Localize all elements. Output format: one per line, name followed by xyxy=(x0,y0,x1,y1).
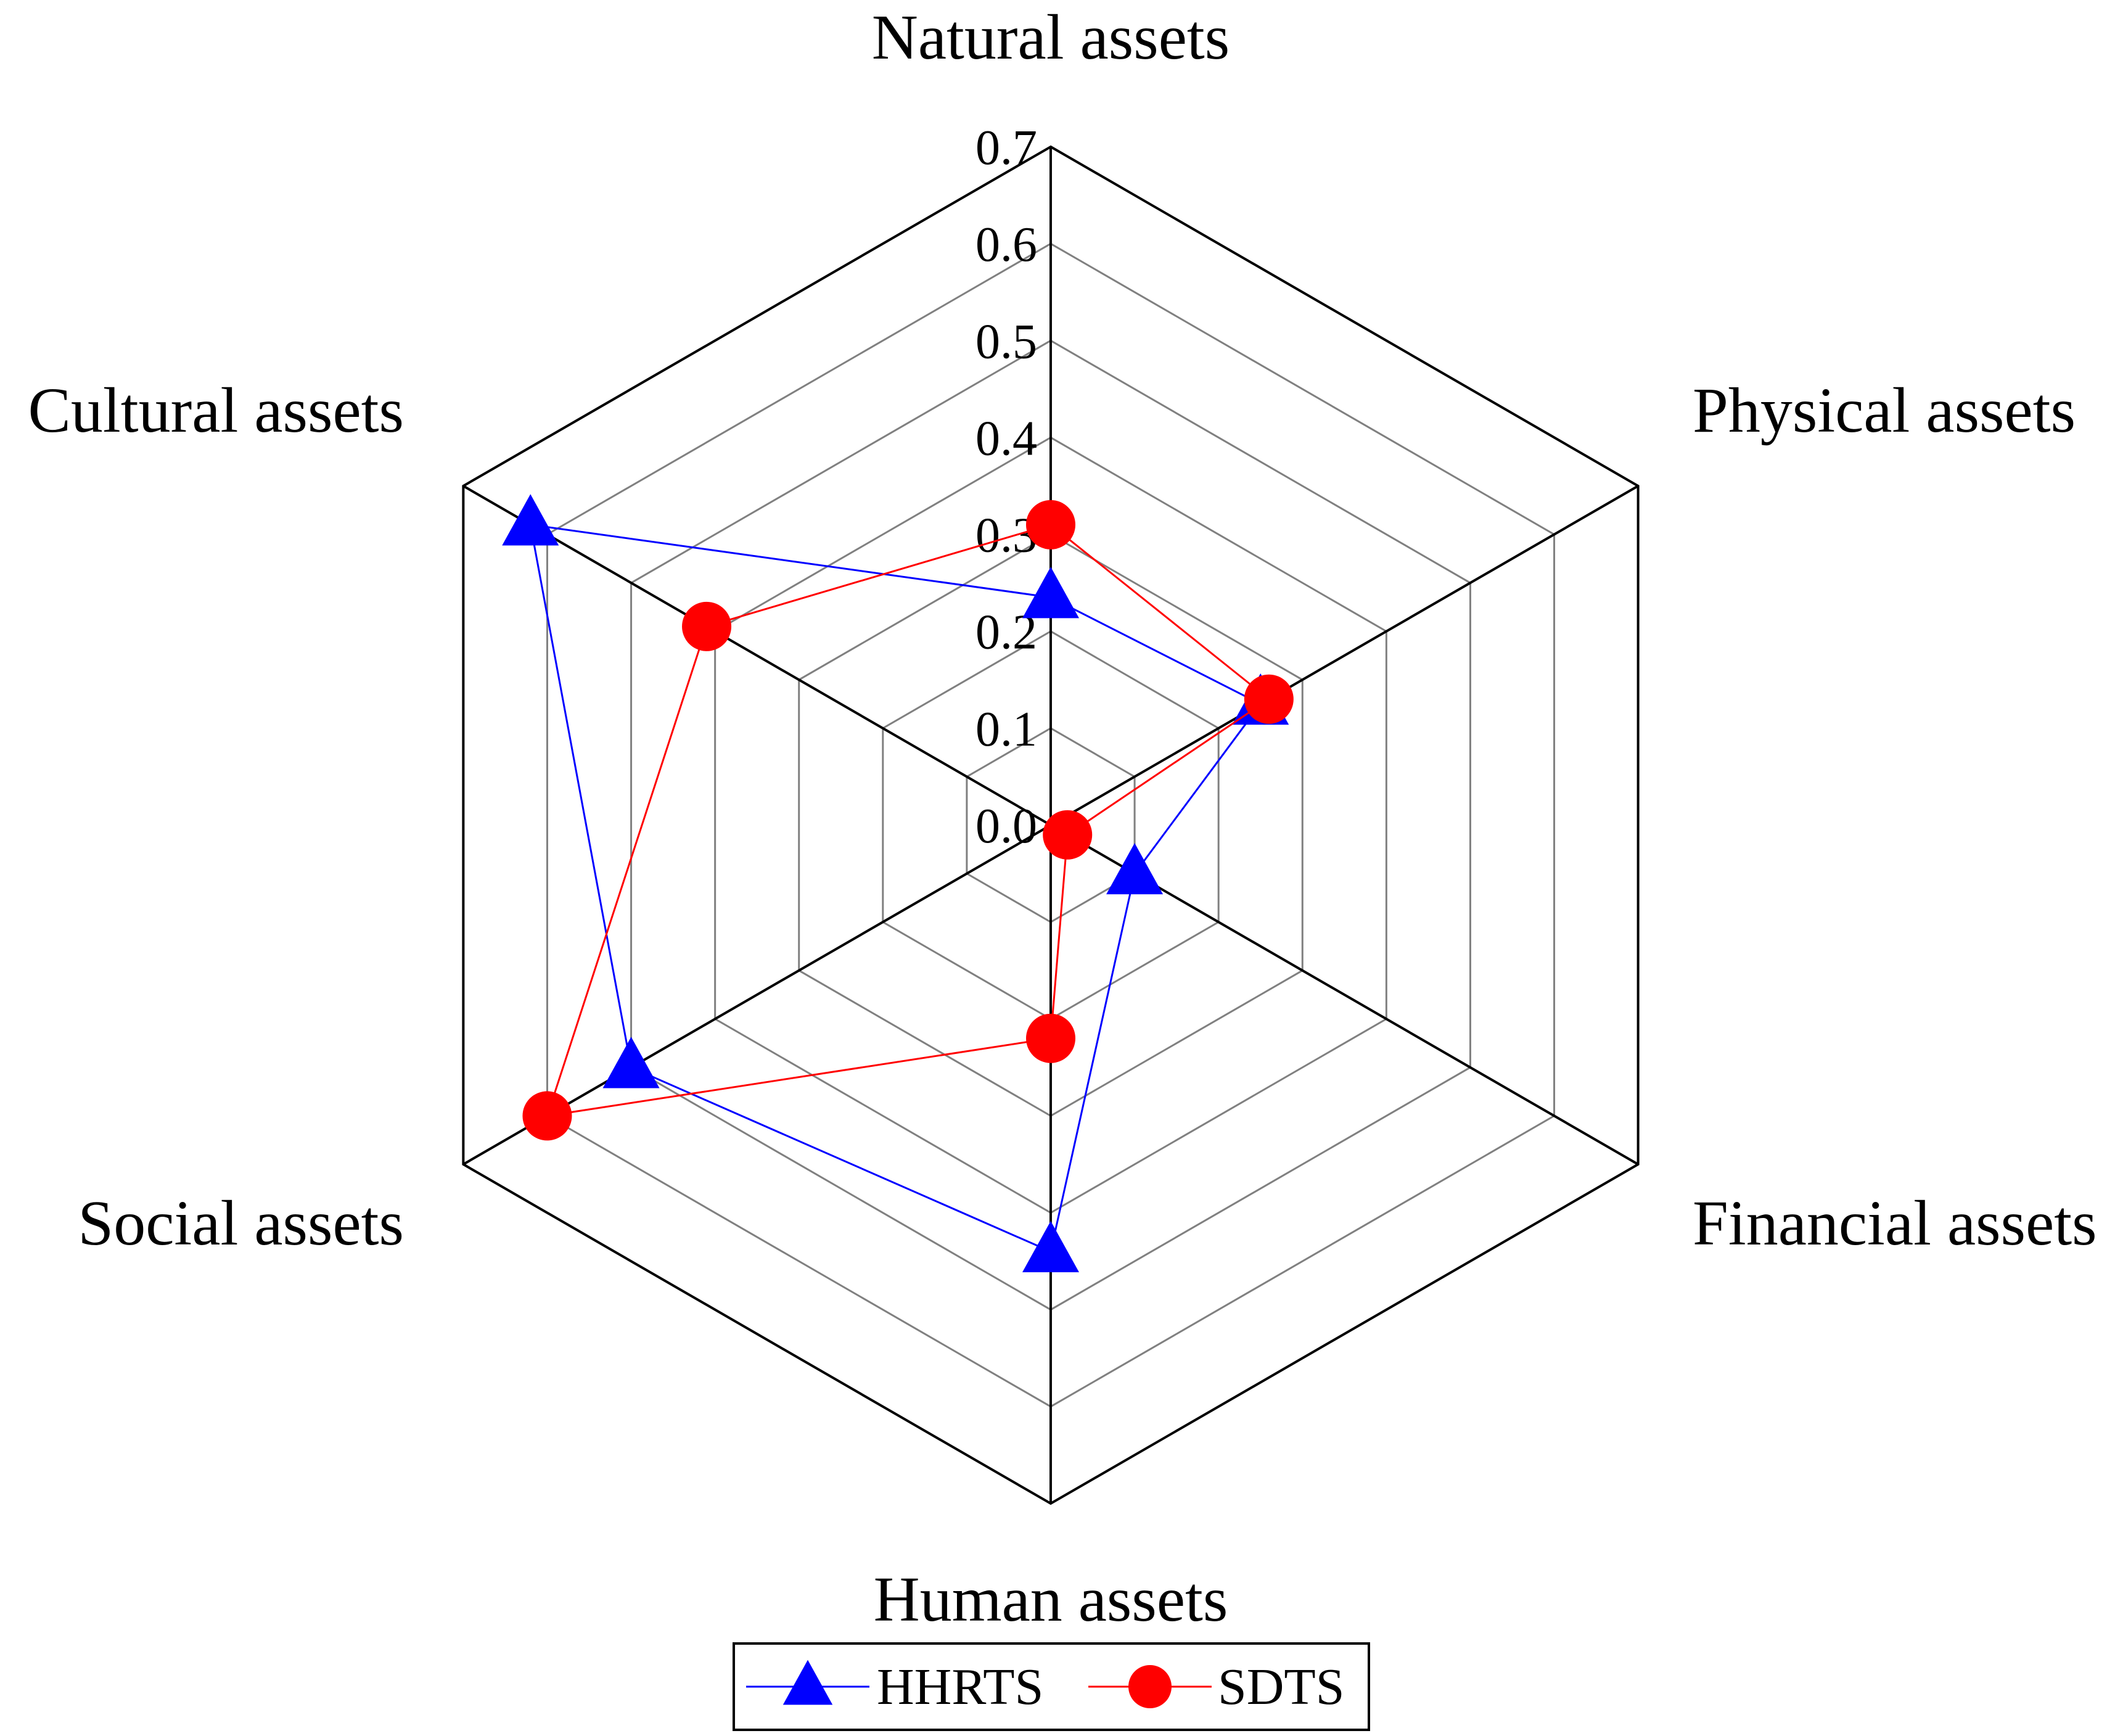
circle-marker-icon xyxy=(1128,1665,1172,1708)
axis-line-physical-assets xyxy=(1049,485,1639,826)
data-point-hhrts-natural-assets xyxy=(1022,567,1079,619)
data-point-hhrts-cultural-assets xyxy=(502,494,559,546)
data-point-sdts-human-assets xyxy=(1026,1013,1075,1063)
data-point-sdts-financial-assets xyxy=(1043,810,1093,860)
axis-label-human-assets: Human assets xyxy=(874,1564,1228,1635)
legend-label-hhrts: HHRTS xyxy=(877,1658,1043,1716)
axis-line-cultural-assets xyxy=(462,485,1052,826)
axis-label-natural-assets: Natural assets xyxy=(872,2,1230,73)
data-point-sdts-cultural-assets xyxy=(682,601,732,651)
axis-label-cultural-assets: Cultural assets xyxy=(28,375,404,446)
data-point-hhrts-social-assets xyxy=(602,1037,660,1088)
tick-labels: 0.00.10.20.30.40.50.60.7 xyxy=(975,121,1037,854)
data-point-hhrts-human-assets xyxy=(1022,1220,1079,1273)
axis-label-social-assets: Social assets xyxy=(78,1188,404,1259)
axis-labels: Natural assets Physical assets Financial a… xyxy=(28,2,2097,1635)
data-series xyxy=(502,494,1294,1273)
tick-label: 0.1 xyxy=(975,702,1037,757)
data-point-sdts-social-assets xyxy=(522,1091,572,1141)
data-point-sdts-natural-assets xyxy=(1026,500,1075,549)
legend: HHRTS SDTS xyxy=(733,1642,1370,1731)
data-point-hhrts-financial-assets xyxy=(1106,842,1164,895)
axis-label-financial-assets: Financial assets xyxy=(1693,1188,2097,1259)
tick-label: 0.3 xyxy=(975,509,1037,563)
tick-label: 0.0 xyxy=(975,799,1037,854)
legend-label-sdts: SDTS xyxy=(1218,1658,1344,1716)
tick-label: 0.5 xyxy=(975,315,1037,369)
tick-label: 0.4 xyxy=(975,411,1037,466)
series-line-sdts xyxy=(546,524,1271,1117)
tick-label: 0.6 xyxy=(975,218,1037,272)
tick-label: 0.7 xyxy=(975,121,1037,175)
data-point-sdts-physical-assets xyxy=(1244,674,1294,724)
axis-label-physical-assets: Physical assets xyxy=(1693,375,2076,446)
triangle-marker-icon xyxy=(782,1660,833,1705)
